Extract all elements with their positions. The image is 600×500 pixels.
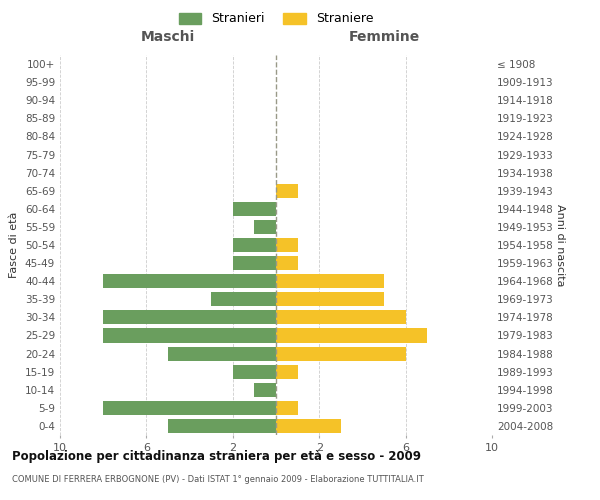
Bar [276, 328, 427, 342]
Bar [276, 292, 384, 306]
Bar [276, 419, 341, 433]
Bar [103, 310, 276, 324]
Bar [103, 328, 276, 342]
Text: Maschi: Maschi [141, 30, 195, 44]
Bar [233, 256, 276, 270]
Text: Femmine: Femmine [349, 30, 419, 44]
Bar [276, 184, 298, 198]
Bar [276, 364, 298, 378]
Bar [276, 310, 406, 324]
Bar [168, 346, 276, 360]
Text: COMUNE DI FERRERA ERBOGNONE (PV) - Dati ISTAT 1° gennaio 2009 - Elaborazione TUT: COMUNE DI FERRERA ERBOGNONE (PV) - Dati … [12, 475, 424, 484]
Y-axis label: Fasce di età: Fasce di età [10, 212, 19, 278]
Bar [254, 220, 276, 234]
Legend: Stranieri, Straniere: Stranieri, Straniere [175, 8, 377, 29]
Bar [233, 364, 276, 378]
Bar [276, 346, 406, 360]
Bar [233, 202, 276, 216]
Y-axis label: Anni di nascita: Anni di nascita [555, 204, 565, 286]
Bar [211, 292, 276, 306]
Bar [254, 382, 276, 397]
Bar [276, 401, 298, 415]
Bar [103, 274, 276, 288]
Text: Popolazione per cittadinanza straniera per età e sesso - 2009: Popolazione per cittadinanza straniera p… [12, 450, 421, 463]
Bar [276, 238, 298, 252]
Bar [276, 256, 298, 270]
Bar [103, 401, 276, 415]
Bar [233, 238, 276, 252]
Bar [276, 274, 384, 288]
Bar [168, 419, 276, 433]
